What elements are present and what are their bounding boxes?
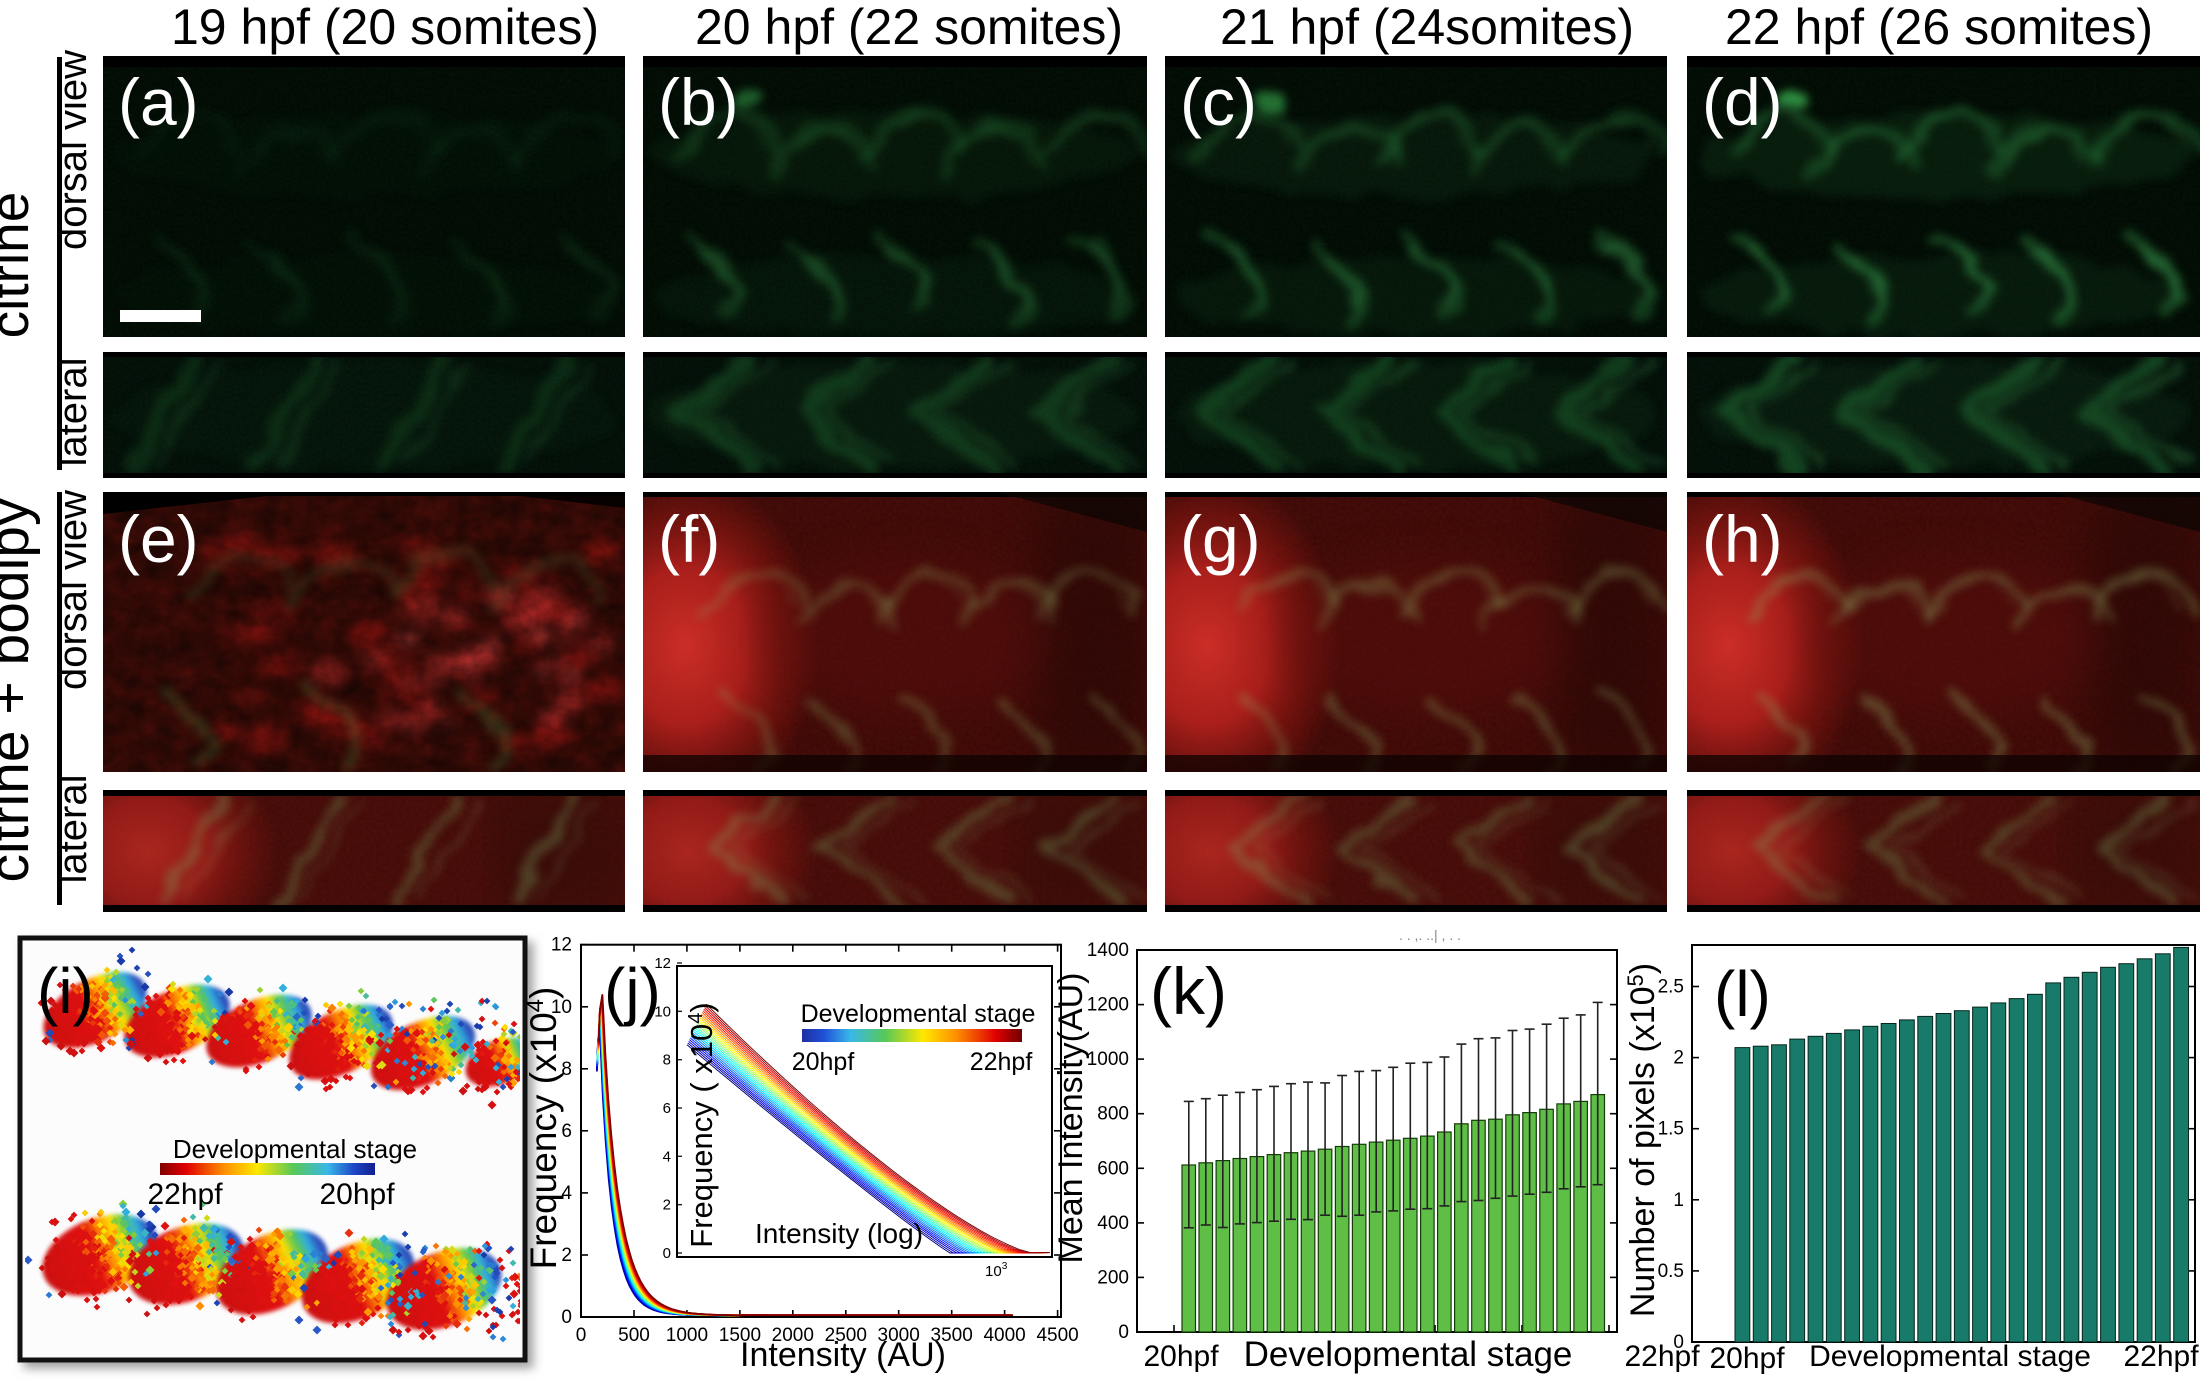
svg-text:19 hpf (20 somites): 19 hpf (20 somites) — [171, 0, 599, 55]
svg-text:12: 12 — [551, 935, 572, 956]
svg-text:1500: 1500 — [719, 1325, 761, 1346]
svg-text:0.5: 0.5 — [1658, 1261, 1684, 1282]
svg-text:20hpf: 20hpf — [319, 1178, 395, 1211]
svg-text:21 hpf (24somites): 21 hpf (24somites) — [1220, 0, 1634, 55]
svg-text:6: 6 — [663, 1100, 671, 1117]
svg-text:1.5: 1.5 — [1658, 1119, 1684, 1140]
svg-text:400: 400 — [1097, 1213, 1129, 1234]
svg-text:12: 12 — [654, 955, 671, 972]
svg-text:0: 0 — [576, 1325, 587, 1346]
svg-text:800: 800 — [1097, 1104, 1129, 1125]
svg-text:22hpf: 22hpf — [970, 1048, 1033, 1076]
svg-text:Intensity (log): Intensity (log) — [755, 1218, 923, 1249]
svg-text:Number of pixels (x105): Number of pixels (x105) — [1623, 963, 1662, 1317]
svg-text:(g): (g) — [1180, 502, 1261, 576]
svg-text:4000: 4000 — [983, 1325, 1025, 1346]
svg-text:200: 200 — [1097, 1267, 1129, 1288]
svg-text:2: 2 — [1673, 1048, 1684, 1069]
svg-text:(h): (h) — [1702, 502, 1783, 576]
svg-text:600: 600 — [1097, 1158, 1129, 1179]
svg-text:Developmental stage: Developmental stage — [801, 1000, 1036, 1028]
svg-text:0: 0 — [663, 1245, 671, 1262]
svg-text:10: 10 — [654, 1003, 671, 1020]
svg-text:(f): (f) — [658, 502, 720, 576]
svg-text:1: 1 — [1673, 1190, 1684, 1211]
svg-text:4: 4 — [663, 1148, 671, 1165]
svg-text:8: 8 — [663, 1052, 671, 1069]
svg-text:2500: 2500 — [825, 1325, 867, 1346]
svg-text:Intensity (AU): Intensity (AU) — [740, 1336, 946, 1374]
svg-text:10: 10 — [551, 997, 572, 1018]
svg-text:(l): (l) — [1714, 958, 1771, 1030]
svg-text:20hpf: 20hpf — [1143, 1340, 1219, 1373]
svg-text:Developmental stage: Developmental stage — [1244, 1335, 1573, 1374]
svg-text:1400: 1400 — [1087, 940, 1129, 961]
svg-text:1000: 1000 — [1087, 1049, 1129, 1070]
svg-text:6: 6 — [561, 1121, 572, 1142]
svg-text:(c): (c) — [1180, 65, 1257, 139]
svg-text:0: 0 — [1118, 1322, 1129, 1343]
svg-text:. . ,. ..| , . .: . . ,. ..| , . . — [1399, 927, 1461, 943]
svg-text:22 hpf (26 somites): 22 hpf (26 somites) — [1725, 0, 2153, 55]
svg-text:3000: 3000 — [878, 1325, 920, 1346]
svg-text:(e): (e) — [118, 502, 199, 576]
svg-text:2: 2 — [663, 1197, 671, 1214]
svg-text:22hpf: 22hpf — [2123, 1340, 2199, 1373]
svg-text:0: 0 — [561, 1307, 572, 1328]
svg-text:20 hpf (22 somites): 20 hpf (22 somites) — [695, 0, 1123, 55]
svg-text:(k): (k) — [1150, 954, 1227, 1028]
svg-text:Mean Intensity(AU): Mean Intensity(AU) — [1052, 973, 1090, 1264]
svg-text:20hpf: 20hpf — [1709, 1342, 1785, 1375]
svg-text:(d): (d) — [1702, 65, 1783, 139]
svg-text:(b): (b) — [658, 65, 739, 139]
svg-text:22hpf: 22hpf — [147, 1178, 223, 1211]
svg-text:(j): (j) — [604, 955, 661, 1027]
svg-text:Developmental stage: Developmental stage — [173, 1134, 417, 1164]
svg-text:citrine: citrine — [0, 192, 40, 339]
svg-text:1000: 1000 — [666, 1325, 708, 1346]
svg-text:(i): (i) — [37, 955, 94, 1027]
svg-text:4: 4 — [561, 1183, 572, 1204]
svg-text:2: 2 — [561, 1245, 572, 1266]
svg-text:Developmental stage: Developmental stage — [1809, 1340, 2091, 1373]
svg-text:8: 8 — [561, 1059, 572, 1080]
svg-text:1200: 1200 — [1087, 995, 1129, 1016]
svg-text:Frequency ( x104): Frequency ( x104) — [684, 1002, 719, 1247]
svg-text:(a): (a) — [118, 65, 199, 139]
svg-text:3500: 3500 — [931, 1325, 973, 1346]
svg-text:20hpf: 20hpf — [792, 1048, 855, 1076]
svg-text:4500: 4500 — [1036, 1325, 1078, 1346]
svg-text:2000: 2000 — [772, 1325, 814, 1346]
svg-text:0: 0 — [1673, 1332, 1684, 1353]
svg-text:2.5: 2.5 — [1658, 977, 1684, 998]
svg-text:500: 500 — [618, 1325, 650, 1346]
svg-text:citrine + bodipy: citrine + bodipy — [0, 497, 41, 882]
svg-text:22hpf: 22hpf — [1624, 1340, 1700, 1373]
svg-text:Frequency (x104): Frequency (x104) — [522, 987, 564, 1270]
